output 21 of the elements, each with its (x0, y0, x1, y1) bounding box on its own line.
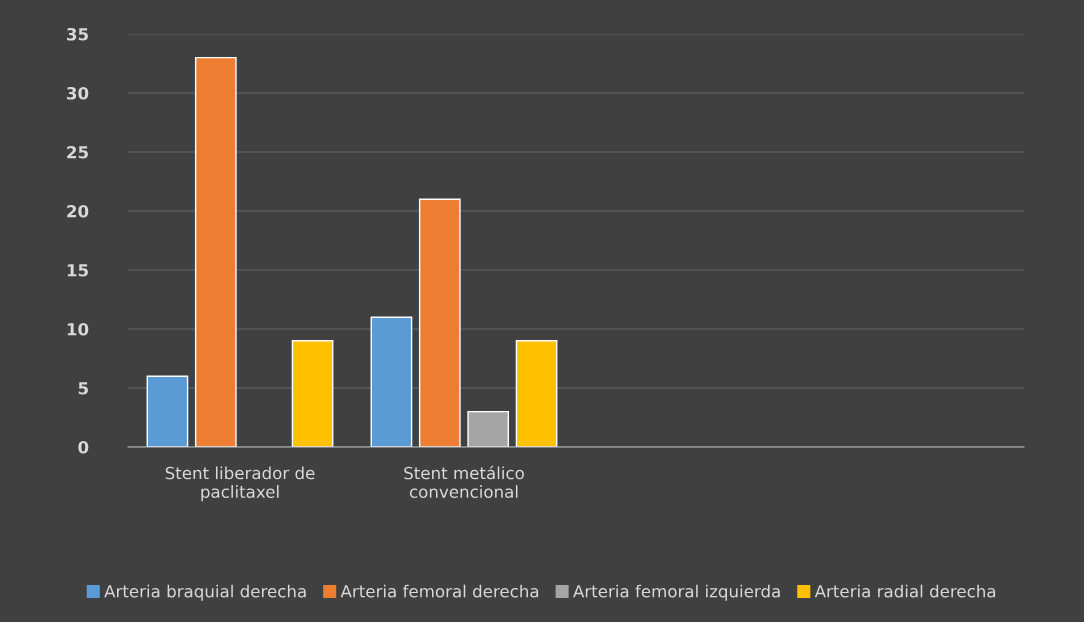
y-tick-label: 25 (67, 145, 88, 159)
y-tick-label: 15 (67, 264, 88, 277)
legend-label: Arteria femoral derecha (340, 584, 539, 598)
y-tick-label: 20 (67, 204, 89, 218)
bar (370, 316, 413, 447)
legend-label: Arteria radial derecha (814, 584, 996, 598)
y-tick-label: 35 (67, 27, 88, 41)
x-tick-label: Stent metálico convencional (404, 465, 524, 499)
bar (467, 410, 510, 447)
bar (146, 375, 189, 447)
bar (194, 56, 237, 447)
bar (291, 340, 334, 447)
legend-label: Arteria braquial derecha (104, 584, 306, 601)
y-tick-label: 5 (78, 382, 88, 395)
bar (418, 198, 461, 447)
legend-label: Arteria femoral izquierda (573, 584, 780, 601)
y-tick-label: 10 (67, 322, 89, 336)
bar (515, 340, 558, 447)
x-tick-label: Stent liberador de paclitaxel (165, 466, 315, 502)
y-tick-label: 30 (67, 86, 89, 100)
y-tick-label: 0 (78, 440, 89, 454)
